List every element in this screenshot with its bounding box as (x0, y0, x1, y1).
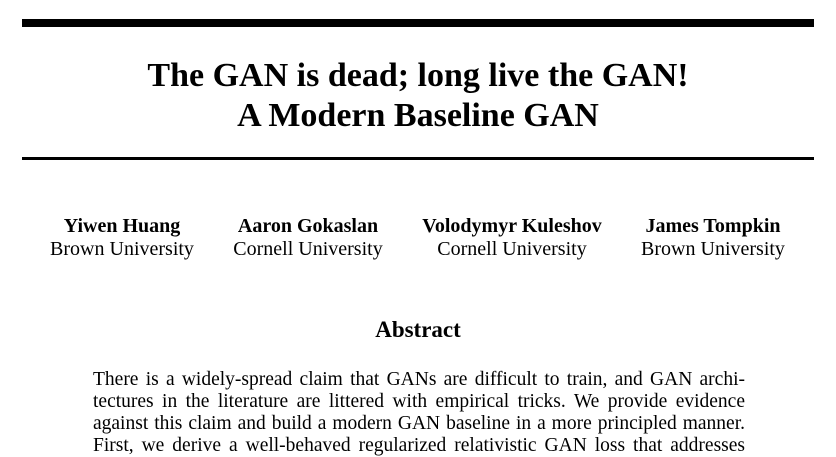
author-name: James Tompkin (645, 215, 781, 237)
abstract-line: There is a widely-spread claim that GANs… (93, 369, 745, 390)
author-block: Yiwen Huang Brown University (50, 215, 194, 261)
author-block: Aaron Gokaslan Cornell University (233, 215, 382, 261)
author-name: Aaron Gokaslan (237, 215, 379, 237)
author-affiliation: Cornell University (233, 238, 383, 260)
title-line-1: The GAN is dead; long live the GAN! (147, 57, 689, 94)
author-block: James Tompkin Brown University (641, 215, 785, 261)
abstract-heading: Abstract (375, 317, 461, 342)
title-top-rule (22, 19, 814, 27)
abstract-line: against this claim and build a modern GA… (93, 413, 745, 434)
title-bottom-rule (22, 157, 814, 160)
author-name: Yiwen Huang (63, 215, 181, 237)
paper-title: The GAN is dead; long live the GAN! A Mo… (22, 56, 814, 136)
abstract-line: tectures in the literature are littered … (93, 391, 745, 412)
author-affiliation: Brown University (50, 238, 194, 260)
abstract-body: There is a widely-spread claim that GANs… (93, 369, 745, 457)
author-name: Volodymyr Kuleshov (422, 215, 602, 237)
title-line-2: A Modern Baseline GAN (237, 97, 599, 134)
author-block: Volodymyr Kuleshov Cornell University (422, 215, 601, 261)
author-affiliation: Brown University (641, 238, 785, 260)
author-affiliation: Cornell University (437, 238, 587, 260)
abstract-line: First, we derive a well-behaved regulari… (93, 435, 745, 456)
paper-page: The GAN is dead; long live the GAN! A Mo… (22, 19, 814, 456)
